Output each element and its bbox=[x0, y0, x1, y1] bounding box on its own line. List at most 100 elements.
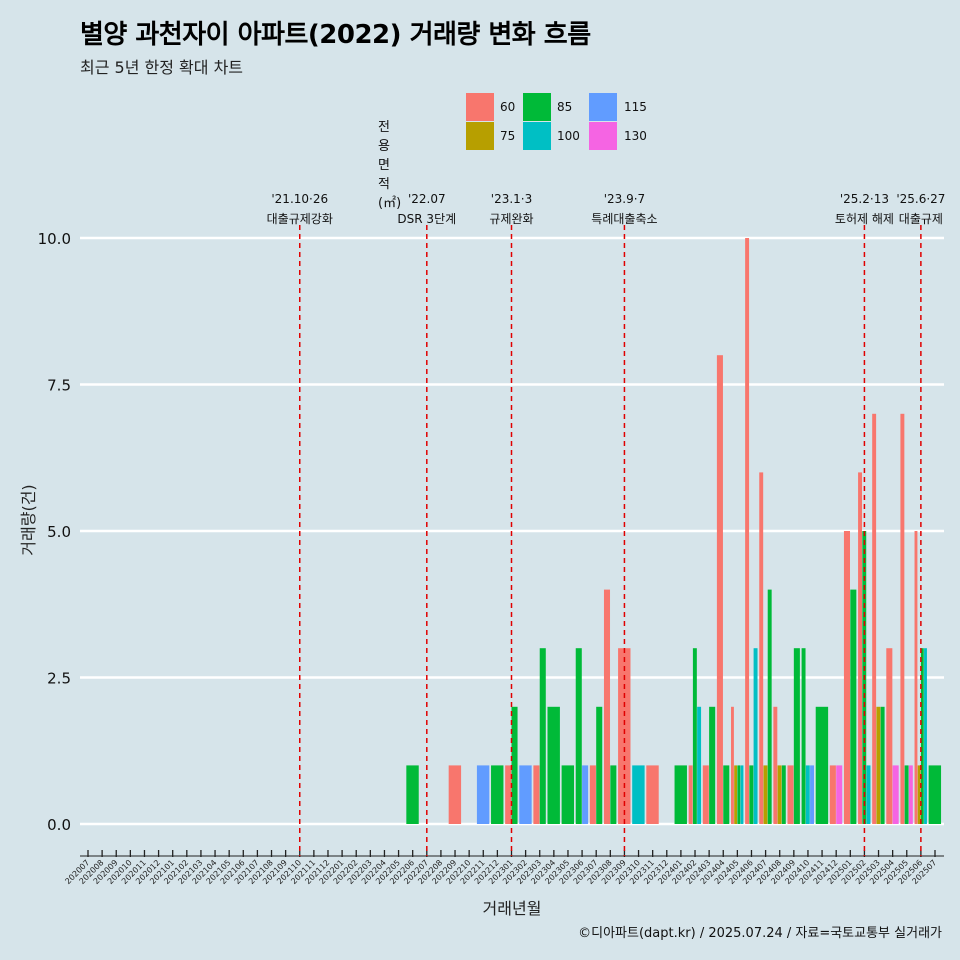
source-footer: ©디아파트(dapt.kr) / 2025.07.24 / 자료=국토교통부 실… bbox=[578, 926, 942, 941]
y-tick-label: 5.0 bbox=[47, 523, 71, 541]
bar-85-202305 bbox=[561, 765, 575, 824]
bar-60-202506 bbox=[914, 531, 918, 824]
bar-85-202411 bbox=[815, 706, 829, 824]
annotation-date: '25.2·13 bbox=[840, 192, 889, 206]
bar-85-202404 bbox=[723, 765, 730, 824]
y-tick-label: 10.0 bbox=[38, 230, 71, 248]
bar-85-202401 bbox=[674, 765, 687, 824]
legend-label-115: 115 bbox=[624, 100, 647, 114]
legend-swatch-115 bbox=[589, 93, 617, 121]
y-tick-label: 7.5 bbox=[47, 377, 71, 395]
bar-85-202407 bbox=[767, 589, 772, 824]
bar-85-202507 bbox=[928, 765, 942, 824]
legend-title: 전용면적(㎡) bbox=[378, 120, 402, 211]
chart-subtitle: 최근 5년 한정 확대 차트 bbox=[80, 58, 244, 77]
y-tick-label: 2.5 bbox=[47, 670, 71, 688]
bar-115-202410 bbox=[810, 765, 815, 824]
bar-85-202212 bbox=[491, 765, 504, 824]
y-tick-label: 0.0 bbox=[47, 816, 71, 834]
bar-60-202209 bbox=[448, 765, 462, 824]
legend-label-130: 130 bbox=[624, 129, 647, 143]
bar-85-202405 bbox=[737, 765, 741, 824]
annotation-text: 대출규제 bbox=[899, 212, 943, 226]
bar-85-202506 bbox=[920, 648, 924, 824]
bar-100-202410 bbox=[805, 765, 810, 824]
annotation-text: 특례대출축소 bbox=[591, 212, 657, 226]
bar-60-202309 bbox=[618, 648, 631, 824]
bar-60-202502 bbox=[858, 472, 862, 824]
bar-60-202303 bbox=[533, 765, 540, 824]
bar-100-202402 bbox=[697, 706, 702, 824]
bar-85-202503 bbox=[880, 706, 885, 824]
bar-130-202504 bbox=[892, 765, 899, 824]
bar-100-202406 bbox=[753, 648, 758, 824]
legend-swatch-85 bbox=[523, 93, 551, 121]
bar-60-202307 bbox=[589, 765, 596, 824]
bar-115-202211 bbox=[476, 765, 490, 824]
bar-60-202505 bbox=[900, 413, 905, 824]
bar-85-202304 bbox=[547, 706, 560, 824]
legend-swatch-75 bbox=[466, 122, 494, 150]
bar-100-202310 bbox=[632, 765, 645, 824]
bar-85-202408 bbox=[781, 765, 786, 824]
bar-60-202308 bbox=[603, 589, 611, 824]
bar-60-202404 bbox=[716, 355, 723, 824]
bar-60-202311 bbox=[646, 765, 659, 824]
legend-swatch-100 bbox=[523, 122, 551, 150]
annotation-date: '25.6·27 bbox=[896, 192, 945, 206]
bar-75-202503 bbox=[876, 706, 881, 824]
bar-85-202206 bbox=[406, 765, 419, 824]
annotation-date: '21.10·26 bbox=[271, 192, 328, 206]
bar-85-202505 bbox=[904, 765, 909, 824]
legend-swatch-60 bbox=[466, 93, 494, 121]
bar-85-202308 bbox=[610, 765, 617, 824]
bar-85-202402 bbox=[692, 648, 697, 824]
bar-60-202408 bbox=[773, 706, 778, 824]
annotation-date: '23.9·7 bbox=[604, 192, 645, 206]
chart-title: 별양 과천자이 아파트(2022) 거래량 변화 흐름 bbox=[80, 20, 591, 50]
bar-60-202504 bbox=[886, 648, 893, 824]
bar-115-202302 bbox=[519, 765, 532, 824]
bar-130-202412 bbox=[836, 765, 843, 824]
bar-60-202403 bbox=[702, 765, 709, 824]
bar-60-202501 bbox=[843, 531, 850, 824]
bar-100-202502 bbox=[866, 765, 871, 824]
bar-85-202307 bbox=[596, 706, 603, 824]
bar-115-202306 bbox=[582, 765, 589, 824]
annotation-text: 토허제 해제 bbox=[835, 212, 894, 226]
bar-60-202406 bbox=[745, 238, 750, 824]
bar-75-202506 bbox=[917, 765, 921, 824]
annotation-date: '23.1·3 bbox=[491, 192, 532, 206]
bar-85-202403 bbox=[709, 706, 716, 824]
annotation-text: 대출규제강화 bbox=[267, 212, 333, 226]
bar-85-202301 bbox=[511, 706, 518, 824]
bar-100-202506 bbox=[924, 648, 927, 824]
legend-label-75: 75 bbox=[500, 129, 516, 143]
bar-85-202501 bbox=[850, 589, 857, 824]
annotation-text: 규제완화 bbox=[489, 212, 533, 226]
bar-60-202405 bbox=[731, 706, 734, 824]
annotation-text: DSR 3단계 bbox=[397, 212, 456, 226]
legend-label-100: 100 bbox=[557, 129, 580, 143]
bar-130-202505 bbox=[908, 765, 913, 824]
bar-85-202303 bbox=[539, 648, 546, 824]
bar-60-202301 bbox=[505, 765, 512, 824]
bar-60-202402 bbox=[688, 765, 693, 824]
bar-85-202410 bbox=[801, 648, 806, 824]
bar-60-202407 bbox=[759, 472, 764, 824]
bar-85-202409 bbox=[793, 648, 800, 824]
bar-75-202407 bbox=[763, 765, 768, 824]
bar-60-202503 bbox=[872, 413, 877, 824]
legend-label-60: 60 bbox=[500, 100, 516, 114]
bar-60-202412 bbox=[829, 765, 836, 824]
annotation-date: '22.07 bbox=[408, 192, 446, 206]
bar-60-202409 bbox=[787, 765, 794, 824]
bar-100-202405 bbox=[740, 765, 744, 824]
bar-85-202306 bbox=[575, 648, 582, 824]
bar-75-202405 bbox=[734, 765, 738, 824]
legend-label-85: 85 bbox=[557, 100, 573, 114]
bar-75-202408 bbox=[777, 765, 782, 824]
x-axis-title: 거래년월 bbox=[483, 899, 542, 918]
legend-swatch-130 bbox=[589, 122, 617, 150]
